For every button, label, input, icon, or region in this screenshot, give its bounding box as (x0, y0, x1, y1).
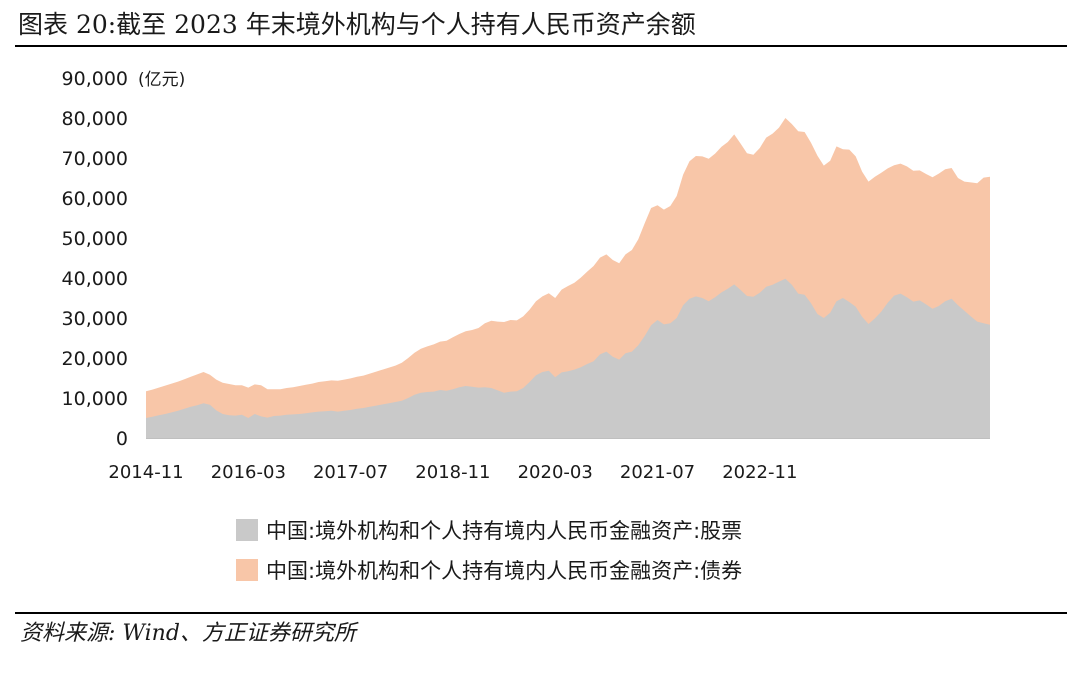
y-tick-label: 50,000 (62, 228, 128, 250)
legend-label-bond: 中国:境外机构和个人持有境内人民币金融资产:债券 (266, 559, 743, 583)
x-tick-label: 2014-11 (108, 462, 183, 483)
x-tick-label: 2020-03 (518, 462, 593, 483)
y-tick-label: 90,000 (62, 68, 128, 90)
y-tick-label: 10,000 (62, 388, 128, 410)
figure-title: 图表 20:截至 2023 年末境外机构与个人持有人民币资产余额 (18, 10, 696, 39)
legend-item-stock: 中国:境外机构和个人持有境内人民币金融资产:股票 (236, 512, 742, 548)
x-tick-label: 2016-03 (211, 462, 286, 483)
title-rule (15, 45, 1067, 47)
legend-swatch-stock (236, 519, 258, 541)
y-unit-label: (亿元) (138, 70, 185, 90)
legend-label-stock: 中国:境外机构和个人持有境内人民币金融资产:股票 (266, 519, 743, 543)
y-tick-label: 20,000 (62, 348, 128, 370)
source-note: 资料来源: Wind、方正证券研究所 (20, 621, 356, 646)
legend: 中国:境外机构和个人持有境内人民币金融资产:股票 中国:境外机构和个人持有境内人… (236, 512, 742, 588)
y-tick-label: 40,000 (62, 268, 128, 290)
x-tick-label: 2021-07 (620, 462, 695, 483)
y-tick-label: 60,000 (62, 188, 128, 210)
source-rule (15, 612, 1067, 614)
area-chart: 0 10,000 20,000 30,000 40,000 50,000 60,000 70,… (62, 68, 990, 483)
y-tick-label: 80,000 (62, 108, 128, 130)
x-tick-label: 2022-11 (722, 462, 797, 483)
x-tick-label: 2018-11 (415, 462, 490, 483)
y-tick-label: 30,000 (62, 308, 128, 330)
y-tick-label: 70,000 (62, 148, 128, 170)
legend-item-bond: 中国:境外机构和个人持有境内人民币金融资产:债券 (236, 552, 742, 588)
series-area-stock (146, 278, 990, 438)
y-tick-label: 0 (116, 428, 128, 450)
x-tick-label: 2017-07 (313, 462, 388, 483)
legend-swatch-bond (236, 559, 258, 581)
